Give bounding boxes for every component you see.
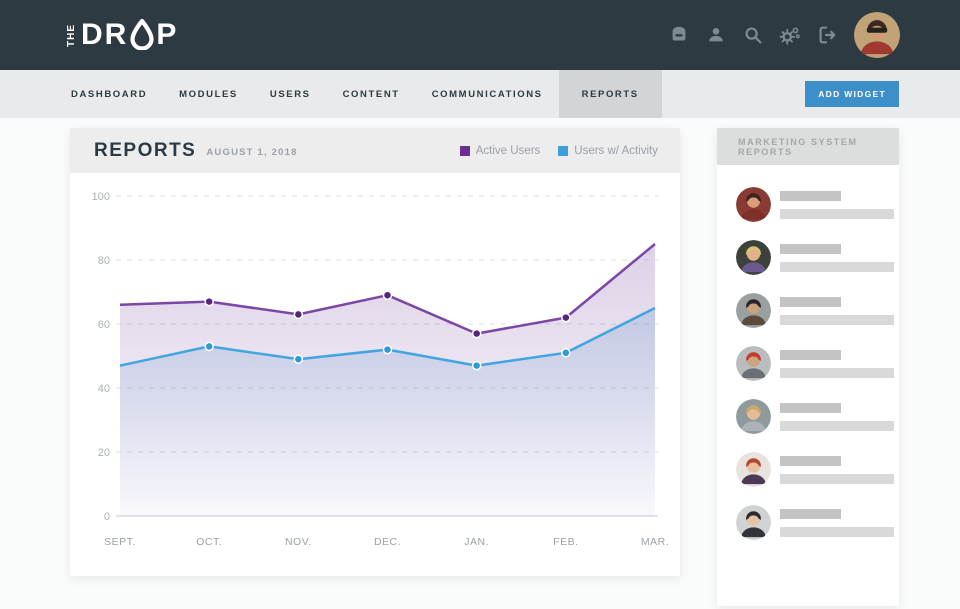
marketing-reports-list	[717, 165, 899, 540]
woman-red-curly-hair-photo[interactable]	[736, 452, 771, 487]
placeholder-bar-long	[780, 314, 894, 325]
data-point-users-activity-DEC.[interactable]	[382, 344, 393, 355]
user-icon[interactable]	[705, 24, 727, 46]
legend-label: Active Users	[475, 144, 541, 157]
reports-card-header: REPORTS AUGUST 1, 2018 Active Users User…	[70, 128, 680, 173]
y-axis-tick-label: 100	[92, 191, 110, 203]
data-point-active-users-FEB.[interactable]	[561, 312, 571, 323]
y-axis-tick-label: 20	[98, 447, 110, 459]
water-drop-icon	[130, 18, 154, 50]
data-point-users-activity-OCT.[interactable]	[204, 341, 214, 352]
placeholder-bar-long	[780, 526, 894, 537]
data-point-active-users-OCT.[interactable]	[204, 296, 214, 307]
legend-item-active-users[interactable]: Active Users	[459, 144, 541, 157]
marketing-reports-title: MARKETING SYSTEM REPORTS	[738, 136, 858, 157]
man-red-cap-beard-photo[interactable]	[736, 346, 771, 381]
nav-item-communications[interactable]: COMMUNICATIONS	[431, 88, 543, 100]
legend-label: Users w/ Activity	[574, 144, 658, 157]
data-point-users-activity-JAN.[interactable]	[471, 360, 482, 371]
placeholder-bar-long	[780, 473, 894, 484]
reports-card: REPORTS AUGUST 1, 2018 Active Users User…	[70, 128, 680, 576]
report-list-item[interactable]	[736, 505, 899, 540]
report-list-item[interactable]	[736, 346, 899, 381]
placeholder-bar-long	[780, 367, 894, 378]
x-axis-tick-label: NOV.	[285, 536, 312, 548]
person-blond-purple-shirt-photo[interactable]	[736, 240, 771, 275]
app-header: THE DR P	[0, 0, 960, 70]
data-point-active-users-NOV.[interactable]	[293, 309, 304, 320]
data-point-users-activity-NOV.[interactable]	[293, 354, 304, 364]
nav-right: ADD WIDGET	[805, 70, 960, 118]
report-list-item[interactable]	[736, 452, 899, 487]
brand-the-text: THE	[66, 23, 77, 47]
placeholder-bar-short	[780, 243, 841, 254]
report-list-item[interactable]	[736, 187, 899, 222]
legend-swatch-blue	[558, 145, 569, 156]
brand-logo[interactable]: THE DR P	[60, 18, 178, 52]
brand-dr: DR	[81, 18, 129, 51]
legend-swatch-purple	[459, 145, 470, 156]
chart-legend: Active Users Users w/ Activity	[442, 145, 658, 157]
y-axis-tick-label: 80	[98, 255, 110, 267]
x-axis-tick-label: OCT.	[196, 536, 222, 548]
woman-blonde-laptop-photo[interactable]	[736, 399, 771, 434]
legend-item-users-activity[interactable]: Users w/ Activity	[558, 145, 658, 157]
brand-drop-text: DR P	[81, 18, 178, 52]
placeholder-bar-short	[780, 402, 841, 413]
x-axis-tick-label: SEPT.	[104, 536, 136, 548]
placeholder-bar-short	[780, 190, 841, 201]
report-list-item[interactable]	[736, 240, 899, 275]
reports-area-chart-svg: 100 80 60 40 20 0 SEPT. OCT. NOV. DEC. JAN. FEB. MAR…	[92, 191, 669, 548]
man-black-cap-beard-photo[interactable]	[736, 293, 771, 328]
add-widget-button[interactable]: ADD WIDGET	[805, 81, 899, 107]
y-axis-tick-label: 60	[98, 319, 110, 331]
archive-icon[interactable]	[668, 24, 690, 46]
placeholder-bar-short	[780, 349, 841, 360]
placeholder-text-bars	[780, 349, 894, 378]
nav-item-modules[interactable]: MODULES	[179, 88, 238, 100]
reports-date: AUGUST 1, 2018	[206, 147, 298, 158]
search-icon[interactable]	[742, 24, 764, 46]
data-point-active-users-DEC.[interactable]	[382, 290, 393, 300]
header-actions	[653, 12, 900, 58]
nav-item-reports[interactable]: REPORTS	[558, 70, 662, 118]
x-axis-tick-label: FEB.	[553, 536, 578, 548]
report-list-item[interactable]	[736, 399, 899, 434]
data-point-active-users-JAN.[interactable]	[471, 328, 482, 339]
area-chart: 100 80 60 40 20 0 SEPT. OCT. NOV. DEC. JAN. FEB. MAR…	[70, 173, 680, 576]
placeholder-text-bars	[780, 190, 894, 219]
y-axis-tick-label: 40	[98, 383, 110, 395]
marketing-reports-card: MARKETING SYSTEM REPORTS	[717, 128, 899, 606]
placeholder-text-bars	[780, 243, 894, 272]
marketing-reports-header: MARKETING SYSTEM REPORTS	[717, 128, 899, 165]
nav-item-content[interactable]: CONTENT	[342, 88, 400, 100]
nav-item-users[interactable]: USERS	[269, 88, 311, 100]
woman-short-dark-hair-photo[interactable]	[736, 505, 771, 540]
placeholder-text-bars	[780, 508, 894, 537]
logout-icon[interactable]	[816, 24, 838, 46]
placeholder-bar-short	[780, 455, 841, 466]
reports-title: REPORTS	[94, 139, 197, 161]
placeholder-text-bars	[780, 402, 894, 431]
data-point-users-activity-FEB.[interactable]	[561, 348, 571, 358]
x-axis-tick-label: JAN.	[464, 536, 489, 548]
placeholder-bar-long	[780, 261, 894, 272]
placeholder-bar-short	[780, 296, 841, 307]
x-axis-tick-label: DEC.	[374, 536, 401, 548]
placeholder-bar-long	[780, 420, 894, 431]
placeholder-text-bars	[780, 455, 894, 484]
man-glasses-red-plaid-photo[interactable]	[736, 187, 771, 222]
main-nav: DASHBOARD MODULES USERS CONTENT COMMUNIC…	[0, 70, 960, 118]
user-avatar[interactable]	[854, 12, 900, 58]
y-axis-tick-label: 0	[104, 511, 110, 523]
placeholder-bar-long	[780, 208, 894, 219]
report-list-item[interactable]	[736, 293, 899, 328]
placeholder-bar-short	[780, 508, 841, 519]
x-axis-tick-label: MAR.	[641, 536, 669, 548]
settings-gears-icon[interactable]	[779, 24, 801, 46]
nav-item-dashboard[interactable]: DASHBOARD	[71, 88, 148, 100]
placeholder-text-bars	[780, 296, 894, 325]
brand-p: P	[156, 18, 179, 51]
